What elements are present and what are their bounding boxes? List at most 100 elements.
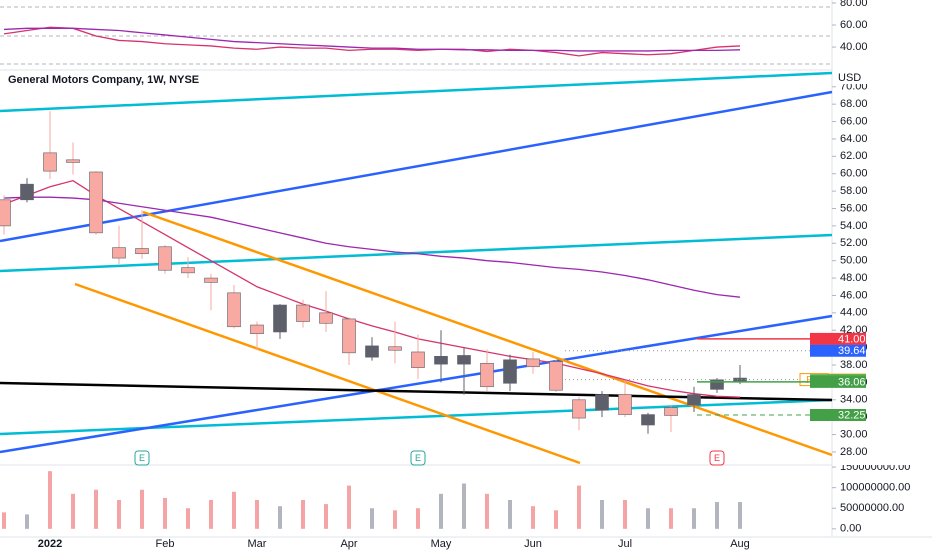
rsi-line [3,26,741,57]
rsi-line [3,27,741,52]
x-tick-label: Jul [618,538,632,550]
y-tick-label: 28.00 [840,446,868,458]
y-tick-label: 44.00 [840,307,868,319]
price-label: 36.06 [838,376,866,388]
candle-body [641,414,655,426]
volume-bar [646,508,650,529]
candle-body [204,277,218,283]
candle-body [572,399,586,419]
volume-bar [209,500,213,529]
y-tick-label: 62.00 [840,150,868,162]
candle-body [20,183,34,201]
candle-body [181,267,195,274]
volume-bar [301,500,305,529]
earnings-marker [134,450,150,466]
trendlines [0,71,833,465]
x-tick-label: Jun [524,538,542,550]
volume-bar [186,508,190,529]
currency-bg [834,71,894,84]
volume-bar [347,485,351,529]
x-tick-label: 2022 [38,538,62,550]
candle-body [664,407,678,416]
earnings-label: E [415,453,421,463]
candle-body [503,359,517,384]
moving-average [3,196,741,298]
candle-body [112,247,126,259]
volume-bar [738,502,742,529]
candle-body [158,246,172,271]
trendline [142,210,833,457]
volume-bar [71,493,75,529]
candle-body [733,377,747,382]
volume-bar [255,500,259,529]
volume-bar [370,508,374,529]
trendline [0,314,833,454]
volume-bar [117,500,121,529]
volume-bar [692,508,696,529]
rsi-tick-label: 80.00 [840,0,868,9]
y-tick-label: 30.00 [840,428,868,440]
candle-body [388,346,402,351]
candle-body [273,304,287,333]
volume-bar [324,504,328,529]
price-axis-bg [833,70,932,465]
currency-label: USD [838,72,861,84]
price-label-box [810,375,866,388]
candle-body [549,361,563,391]
price-label: 41.00 [838,333,866,345]
candle-body [135,248,149,255]
volume-tick-label: 50000000.00 [840,502,904,514]
earnings-marker [709,450,725,466]
candle-body [434,356,448,365]
volume-bar [554,510,558,529]
volume-bar [439,493,443,529]
candle-body [296,304,310,322]
volume-bar [163,497,167,529]
volume-tick-label: 100000000.00 [840,482,910,494]
volume-bar [600,500,604,529]
y-tick-label: 58.00 [840,185,868,197]
volume-bar [140,489,144,529]
y-tick-label: 38.00 [840,359,868,371]
price-label-box [810,332,866,345]
x-tick-label: Aug [730,538,750,550]
candle-body [0,199,11,227]
y-tick-label: 66.00 [840,115,868,127]
volume-bar [416,508,420,529]
chart-title: General Motors Company, 1W, NYSE [8,74,199,86]
candle-body [89,171,103,234]
candle-body [457,355,471,365]
volume-bar [508,500,512,529]
y-tick-label: 34.00 [840,394,868,406]
price-label-box [810,409,866,422]
volume-bar [48,471,52,529]
y-tick-label: 46.00 [840,289,868,301]
y-tick-label: 64.00 [840,133,868,145]
candle-body [526,358,540,368]
candle-body [411,351,425,368]
y-tick-label: 56.00 [840,202,868,214]
y-tick-label: 48.00 [840,272,868,284]
moving-average [3,179,741,398]
y-tick-label: 54.00 [840,220,868,232]
candle-body [595,394,609,411]
candle-body [480,362,494,388]
volume-bar [393,510,397,529]
volume-bar [94,489,98,529]
candle-body [618,394,632,415]
rsi-tick-label: 40.00 [840,41,868,53]
candle-body [66,159,80,163]
volume-bar [577,485,581,529]
candle-body [43,152,57,172]
y-tick-label: 50.00 [840,255,868,267]
earnings-marker [410,450,426,466]
volume-bar [485,493,489,529]
earnings-label: E [714,453,720,463]
volume-tick-label: 0.00 [840,523,861,535]
trendline [74,282,581,465]
candle-body [227,292,241,328]
candle-body [250,324,264,335]
volume-bar [278,506,282,529]
